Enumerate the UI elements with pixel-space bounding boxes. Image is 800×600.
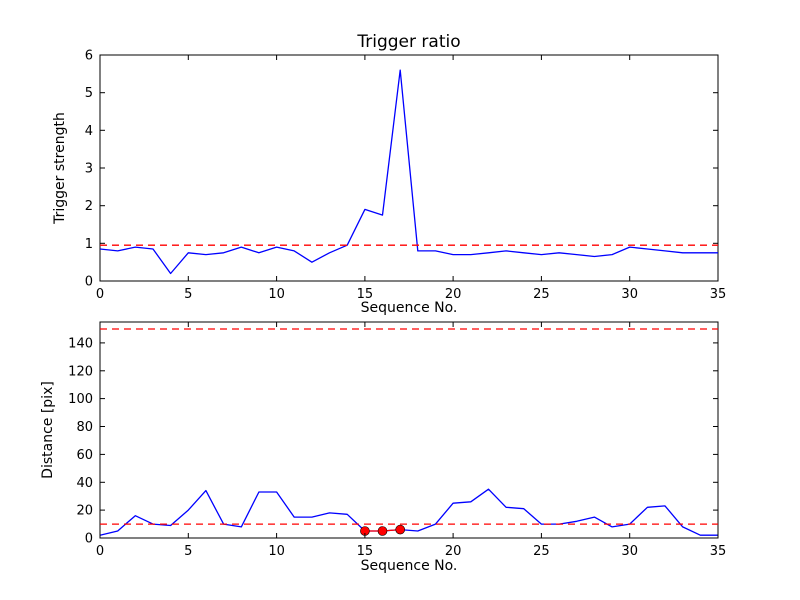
bottom-chart-xlabel: Sequence No. xyxy=(360,558,458,574)
y-tick-label: 20 xyxy=(76,504,93,519)
x-tick-label: 20 xyxy=(445,287,462,302)
x-tick-label: 10 xyxy=(268,544,285,559)
y-tick-label: 40 xyxy=(76,476,93,491)
y-tick-label: 140 xyxy=(68,336,93,351)
y-tick-label: 2 xyxy=(85,199,93,214)
x-tick-label: 15 xyxy=(357,287,374,302)
top-chart-xlabel: Sequence No. xyxy=(360,300,458,316)
y-tick-label: 80 xyxy=(76,420,93,435)
x-tick-label: 35 xyxy=(710,544,727,559)
x-tick-label: 0 xyxy=(96,287,104,302)
triggered-points-marker xyxy=(395,524,406,535)
x-tick-label: 25 xyxy=(533,287,550,302)
y-tick-label: 0 xyxy=(85,532,93,547)
x-tick-label: 30 xyxy=(621,544,638,559)
x-tick-label: 5 xyxy=(184,287,192,302)
axes-frame-1 xyxy=(99,321,719,539)
y-tick-label: 6 xyxy=(85,49,93,64)
x-tick-label: 35 xyxy=(710,287,727,302)
y-tick-label: 4 xyxy=(85,124,93,139)
y-tick-label: 100 xyxy=(68,392,93,407)
x-tick-label: 5 xyxy=(184,544,192,559)
triggered-points-marker xyxy=(377,526,388,536)
y-tick-label: 60 xyxy=(76,448,93,463)
axes-frame-0 xyxy=(99,54,719,282)
y-tick-label: 5 xyxy=(85,86,93,101)
distance-line xyxy=(99,488,718,536)
trigger-strength-line xyxy=(99,69,718,275)
top-chart-title: Trigger ratio xyxy=(357,32,461,52)
x-tick-label: 30 xyxy=(621,287,638,302)
x-tick-label: 0 xyxy=(96,544,104,559)
x-tick-label: 25 xyxy=(533,544,550,559)
bottom-chart-ylabel: Distance [pix] xyxy=(40,381,56,479)
y-tick-label: 0 xyxy=(85,275,93,290)
y-tick-label: 120 xyxy=(68,364,93,379)
y-tick-label: 1 xyxy=(85,237,93,252)
x-tick-label: 10 xyxy=(268,287,285,302)
x-tick-label: 15 xyxy=(357,544,374,559)
x-tick-label: 20 xyxy=(445,544,462,559)
top-chart-ylabel: Trigger strength xyxy=(52,112,68,224)
y-tick-label: 3 xyxy=(85,162,93,177)
